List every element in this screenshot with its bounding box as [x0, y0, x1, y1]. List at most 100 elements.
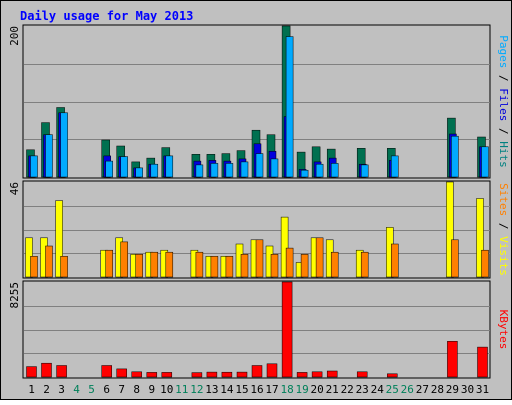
- kbytes-panel-frame: [22, 280, 491, 379]
- axis-label-part: KBytes: [497, 310, 510, 350]
- bar-kbytes: [41, 362, 52, 378]
- bar-kbytes: [356, 371, 368, 378]
- bar-pages: [481, 146, 489, 178]
- bar-kbytes: [251, 365, 263, 378]
- bar-pages: [315, 163, 324, 178]
- hits-panel-frame: [22, 24, 491, 179]
- bar-pages: [360, 164, 369, 178]
- bar-pages: [330, 163, 339, 178]
- axis-label-part: /: [497, 68, 510, 88]
- bar-kbytes: [101, 365, 112, 378]
- bar-pages: [240, 161, 249, 178]
- visits-panel-frame: [22, 180, 491, 279]
- bar-sites: [315, 237, 324, 278]
- bar-kbytes: [447, 341, 458, 378]
- axis-label-part: Visits: [497, 236, 510, 276]
- hits-panel-max-label: 200: [8, 26, 21, 46]
- bar-pages: [225, 163, 234, 178]
- bar-sites: [255, 239, 264, 278]
- bar-kbytes: [56, 365, 67, 378]
- axis-label-part: Hits: [497, 141, 510, 168]
- bar-kbytes: [191, 372, 203, 378]
- bar-kbytes: [26, 366, 37, 378]
- bar-sites: [451, 239, 459, 278]
- bar-kbytes: [266, 363, 278, 378]
- bar-kbytes: [296, 372, 308, 378]
- bar-sites: [165, 251, 174, 278]
- bar-kbytes: [161, 372, 173, 378]
- bar-pages: [210, 163, 219, 178]
- day-label: 2: [43, 383, 50, 396]
- kbytes-panel-max-label: 8255: [8, 282, 21, 309]
- bar-sites: [360, 251, 369, 278]
- bar-pages: [270, 158, 279, 178]
- bar-pages: [391, 155, 399, 178]
- day-label: 29: [446, 383, 459, 396]
- day-label: 17: [265, 383, 278, 396]
- day-label: 5: [88, 383, 95, 396]
- day-label: 6: [103, 383, 110, 396]
- bar-sites: [150, 251, 159, 278]
- axis-label-part: Sites: [497, 183, 510, 216]
- day-label: 14: [220, 383, 234, 396]
- bar-kbytes: [387, 373, 398, 378]
- day-label: 1: [28, 383, 35, 396]
- bar-kbytes: [311, 371, 323, 378]
- bar-sites: [285, 247, 294, 278]
- bar-kbytes: [477, 346, 488, 378]
- bar-kbytes: [281, 281, 293, 378]
- bar-pages: [105, 160, 113, 178]
- day-label: 24: [371, 383, 385, 396]
- bar-sites: [45, 245, 53, 278]
- bar-sites: [481, 249, 489, 278]
- day-label: 30: [461, 383, 474, 396]
- day-label: 19: [295, 383, 308, 396]
- day-label: 26: [401, 383, 414, 396]
- bar-pages: [165, 155, 174, 178]
- bars-layer: [25, 25, 489, 378]
- day-label: 15: [235, 383, 248, 396]
- panel-axis-label: Pages / Files / Hits: [497, 35, 510, 168]
- bar-pages: [120, 156, 128, 178]
- day-label: 22: [341, 383, 354, 396]
- bar-visits: [446, 181, 454, 278]
- axis-label-part: /: [497, 121, 510, 141]
- day-label: 8: [133, 383, 140, 396]
- day-label: 9: [148, 383, 155, 396]
- bar-kbytes: [206, 371, 218, 378]
- day-label: 11: [175, 383, 188, 396]
- bar-kbytes: [146, 372, 158, 378]
- axis-label-part: Files: [497, 88, 510, 121]
- day-label: 4: [73, 383, 80, 396]
- bar-pages: [255, 153, 264, 178]
- grid-lines: [24, 64, 490, 354]
- day-label: 12: [190, 383, 203, 396]
- bar-kbytes: [116, 368, 127, 378]
- bar-pages: [150, 163, 159, 178]
- day-label: 20: [310, 383, 323, 396]
- day-label: 23: [356, 383, 369, 396]
- bar-kbytes: [236, 371, 248, 378]
- bar-visits: [280, 216, 289, 278]
- bar-sites: [195, 251, 204, 278]
- day-label: 10: [160, 383, 173, 396]
- day-axis-labels: 1 2 3 4 5 6 7 8 9 10 11 12 13 14 15 16 17 18 19 20 21 22 23 24 2…: [28, 383, 489, 396]
- bar-sites: [105, 249, 113, 278]
- day-label: 31: [476, 383, 489, 396]
- bar-sites: [60, 256, 68, 278]
- bar-visits: [476, 198, 484, 278]
- bar-sites: [225, 256, 234, 278]
- panel-axis-labels: Pages / Files / Hits Sites / Visits KBytes: [497, 35, 510, 349]
- visits-panel-max-label: 46: [8, 182, 21, 195]
- day-label: 25: [386, 383, 399, 396]
- panel-axis-label: KBytes: [497, 310, 510, 350]
- bar-sites: [300, 254, 309, 278]
- day-label: 21: [326, 383, 339, 396]
- bar-pages: [195, 164, 204, 178]
- bar-pages: [45, 134, 53, 178]
- bar-pages: [135, 167, 143, 178]
- bar-sites: [135, 254, 143, 278]
